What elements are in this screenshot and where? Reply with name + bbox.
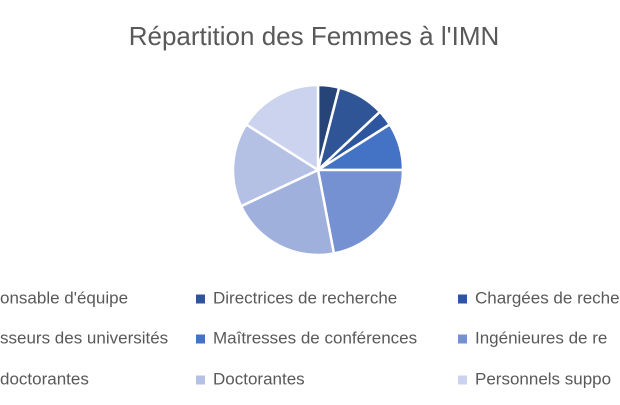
legend-label: Personnels suppo	[475, 369, 611, 388]
legend-label: Chargées de reche	[475, 288, 620, 307]
legend-label: Ingénieures de re	[475, 328, 607, 347]
legend-label: Doctorantes	[213, 369, 305, 388]
legend-label: onsable d'équipe	[0, 288, 128, 307]
legend-label: doctorantes	[0, 369, 89, 388]
legend-swatch	[458, 294, 467, 304]
pie-slice	[239, 168, 336, 257]
pie-slice	[244, 83, 320, 172]
pie-slice	[231, 123, 320, 208]
legend-swatch	[458, 375, 467, 385]
legend-swatch	[196, 294, 205, 304]
pie-slice	[316, 168, 405, 255]
chart-title: Répartition des Femmes à l'IMN	[129, 21, 500, 51]
legend-label: sseurs des universités	[0, 328, 168, 347]
legend-swatch	[196, 334, 205, 344]
legend-swatch	[458, 334, 467, 344]
legend-label: Directrices de recherche	[213, 288, 397, 307]
legend-swatch	[196, 375, 205, 385]
legend-label: Maîtresses de conférences	[213, 328, 417, 347]
